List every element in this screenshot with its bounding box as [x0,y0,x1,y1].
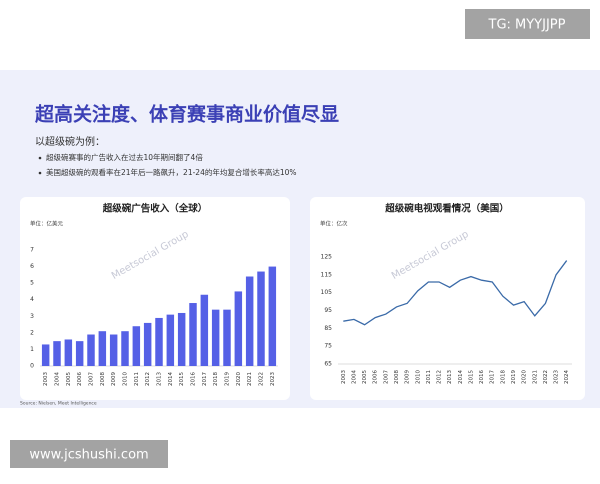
bar [166,314,175,366]
x-tick-label: 2011 [426,370,432,384]
y-tick-label: 1 [30,346,34,353]
x-tick-label: 2017 [490,370,496,384]
unit-label: 单位：亿次 [320,220,348,228]
x-tick-label: 2016 [479,370,485,384]
x-tick-label: 2020 [236,372,242,386]
x-tick-label: 2009 [111,372,117,386]
x-tick-label: 2014 [168,372,174,386]
y-tick-label: 65 [324,361,332,368]
x-tick-label: 2013 [157,372,163,386]
x-tick-label: 2022 [543,370,549,384]
x-tick-label: 2015 [179,372,185,386]
y-tick-label: 0 [30,363,34,370]
x-tick-label: 2021 [247,372,253,386]
x-tick-label: 2006 [373,370,379,384]
bullet: 美国超级碗的观看率在21年后一路飙升，21-24的年均复合增长率高达10% [46,167,297,177]
bar [98,331,107,366]
bullet-dot [38,156,42,160]
y-tick-label: 75 [324,343,332,350]
x-tick-label: 2005 [66,372,72,386]
chart-title: 超级碗广告收入（全球） [102,203,208,215]
y-tick-label: 95 [324,307,332,314]
x-tick-label: 2022 [259,372,265,386]
x-tick-label: 2007 [383,370,389,384]
bullet-dot [38,171,42,175]
x-tick-label: 2023 [554,370,560,384]
y-tick-label: 85 [324,325,332,332]
y-tick-label: 5 [30,280,34,287]
bar [41,344,50,366]
x-tick-label: 2023 [270,372,276,386]
bar [75,341,84,366]
y-tick-label: 7 [30,247,34,254]
bar [245,276,254,366]
bar [211,309,220,366]
bar [64,339,73,366]
x-tick-label: 2004 [55,372,61,386]
x-tick-label: 2009 [405,370,411,384]
y-tick-label: 3 [30,313,34,320]
x-tick-label: 2003 [341,370,347,384]
x-tick-label: 2021 [532,370,538,384]
bar [121,331,129,366]
source: Source: Nielsen, Meet Intelligence [20,401,97,407]
x-tick-label: 2005 [362,370,368,384]
y-tick-label: 125 [321,254,333,261]
x-tick-label: 2018 [500,370,506,384]
line [343,260,568,326]
x-tick-label: 2013 [447,370,453,384]
tag-box [10,440,168,468]
x-tick-label: 2010 [415,370,421,384]
x-tick-label: 2015 [468,370,474,384]
bar [234,291,243,366]
bar [132,326,141,366]
bullet: 超级碗赛事的广告收入在过去10年期间翻了4倍 [46,152,203,162]
x-tick-label: 2011 [134,372,140,386]
x-tick-label: 2004 [351,370,357,384]
bar [268,266,277,366]
x-tick-label: 2012 [437,370,443,384]
x-tick-label: 2003 [43,372,49,386]
x-tick-label: 2008 [100,372,106,386]
y-tick-label: 115 [321,271,333,278]
bar [200,294,209,366]
x-tick-label: 2016 [191,372,197,386]
bar [53,341,61,366]
chart-card [310,197,585,400]
x-tick-label: 2010 [123,372,129,386]
top-tag: TG: MYYJJPP [488,18,566,33]
slide-title: 超高关注度、体育赛事商业价值尽显 [34,103,339,126]
bottom-tag: www.jcshushi.com [29,448,148,463]
x-tick-label: 2018 [213,372,219,386]
chart-title: 超级碗电视观看情况（美国） [384,203,509,215]
x-tick-label: 2019 [225,372,231,386]
y-tick-label: 2 [30,329,34,336]
bar [223,309,231,366]
x-tick-label: 2020 [522,370,528,384]
bar [257,271,265,366]
y-tick-label: 6 [30,263,34,270]
x-tick-label: 2006 [77,372,83,386]
x-tick-label: 2017 [202,372,208,386]
x-tick-label: 2007 [89,372,95,386]
x-tick-label: 2014 [458,370,464,384]
y-tick-label: 105 [321,289,333,296]
bar [109,334,118,366]
intro: 以超级碗为例： [35,135,105,148]
bar [143,322,152,366]
unit-label: 单位：亿美元 [30,220,64,228]
y-tick-label: 4 [30,296,34,303]
x-tick-label: 2008 [394,370,400,384]
bar [189,303,197,366]
x-tick-label: 2012 [145,372,151,386]
bar [155,317,163,366]
x-tick-label: 2024 [564,370,570,384]
bar [177,312,186,366]
bar [87,334,95,366]
x-tick-label: 2019 [511,370,517,384]
tag-box [465,9,590,39]
